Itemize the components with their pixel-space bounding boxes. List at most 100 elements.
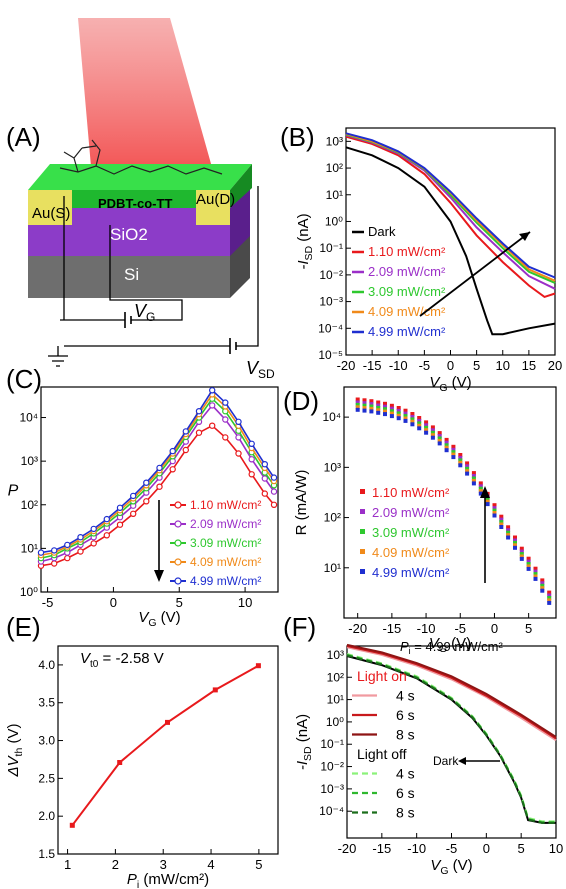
panel-b-label: (B) xyxy=(280,122,315,152)
panel-d-data-point xyxy=(437,438,442,443)
panel-d-data-point xyxy=(451,450,456,455)
panel-d-data-point xyxy=(403,416,408,421)
panel-d-data-point xyxy=(389,409,394,414)
panel-d-y-tick-label: 10² xyxy=(324,511,341,525)
panel-d-legend-label: 4.99 mW/cm² xyxy=(372,565,450,580)
gate-voltage-label: VG xyxy=(134,301,155,324)
panel-f-legend-label: Light off xyxy=(357,746,407,762)
panel-c-data-point xyxy=(222,416,229,423)
panel-d-data-point xyxy=(355,405,360,410)
panel-d-data-point xyxy=(437,436,442,441)
panel-c-data-point xyxy=(169,447,176,455)
panel-d-data-point xyxy=(513,535,517,540)
panel-d-data-point xyxy=(513,540,517,545)
panel-f-x-tick-label: 5 xyxy=(518,841,525,856)
panel-c-legend-marker xyxy=(174,558,182,566)
panel-d-data-point xyxy=(499,525,504,529)
panel-b-x-tick-label: -5 xyxy=(419,358,431,373)
panel-d-x-tick-label: -10 xyxy=(417,621,436,636)
panel-c-data-point xyxy=(116,521,124,528)
panel-d-data-point xyxy=(465,471,470,476)
panel-d-data-point xyxy=(417,426,422,431)
panel-d-data-point xyxy=(376,408,381,413)
panel-d-data-point xyxy=(547,590,552,595)
panel-c-data-point xyxy=(195,408,203,415)
drain-electrode-label: Au(D) xyxy=(196,191,235,208)
panel-b-series-line xyxy=(345,146,556,336)
panel-d-data-point xyxy=(355,407,360,412)
panel-e-data-point xyxy=(117,760,123,765)
panel-f-y-tick-label: 10⁻⁴ xyxy=(319,804,344,818)
panel-d-data-point xyxy=(355,397,360,402)
panel-e-axes-frame xyxy=(57,645,279,855)
panel-d-data-point xyxy=(506,525,511,530)
panel-d-data-point xyxy=(383,407,387,412)
panel-d-data-point xyxy=(471,476,476,481)
panel-d-data-point xyxy=(444,448,449,453)
panel-c-data-point xyxy=(64,554,71,562)
panel-d-data-point xyxy=(540,583,545,588)
panel-d-data-point xyxy=(471,481,476,486)
panel-d-data-point xyxy=(403,408,408,413)
panel-b-y-axis-label: -ISD (nA) xyxy=(295,213,315,269)
panel-f-y-tick-label: 10⁻³ xyxy=(320,782,344,796)
panel-d-x-tick-label: 0 xyxy=(491,621,498,636)
panel-d-data-point xyxy=(417,416,422,420)
panel-e-label: (E) xyxy=(6,612,41,642)
panel-f-x-tick-label: -10 xyxy=(407,841,426,856)
panel-d-data-point xyxy=(362,403,367,408)
panel-c-legend-label: 1.10 mW/cm² xyxy=(190,498,261,512)
panel-d-data-point xyxy=(410,419,415,424)
panel-b-x-axis-label: VG (V) xyxy=(429,374,471,394)
panel-c-data-point xyxy=(103,532,111,539)
panel-d-data-point xyxy=(526,559,531,564)
panel-d-data-point xyxy=(465,466,470,471)
panel-b-y-tick-label: 10¹ xyxy=(326,188,343,202)
panel-e-data-point xyxy=(212,687,218,693)
panel-c-data-point xyxy=(222,399,229,406)
panel-d-data-point xyxy=(369,406,374,411)
panel-d-data-point xyxy=(492,511,497,515)
panel-d-legend-swatch xyxy=(360,509,365,514)
panel-d-data-point xyxy=(547,598,552,603)
panel-d-data-point xyxy=(355,400,360,405)
panel-f-series-line xyxy=(346,653,556,823)
panel-d-data-point xyxy=(485,499,490,504)
panel-e-y-tick-label: 1.5 xyxy=(38,847,55,861)
panel-c-data-point xyxy=(51,547,58,554)
panel-c-legend-label: 4.09 mW/cm² xyxy=(190,555,261,569)
sio2-layer-side xyxy=(230,188,250,256)
panel-c-data-point xyxy=(103,515,111,523)
panel-f-y-tick-label: 10⁻¹ xyxy=(320,737,344,751)
panel-f-y-tick-label: 10⁻² xyxy=(320,760,344,774)
panel-d-y-axis-label: R (mA/W) xyxy=(293,470,310,536)
panel-b-x-tick-label: 15 xyxy=(522,358,536,373)
panel-c-data-point xyxy=(129,510,137,517)
panel-d-x-tick-label: -5 xyxy=(454,621,466,636)
panel-d-data-point xyxy=(451,455,456,460)
panel-b-axes-frame xyxy=(345,127,556,356)
panel-d-data-point xyxy=(403,418,408,423)
panel-b-legend-label: 4.99 mW/cm² xyxy=(368,324,446,339)
panel-d-data-point xyxy=(369,399,374,404)
panel-b-arrow-head xyxy=(519,232,530,241)
panel-d-data-point xyxy=(465,469,470,474)
panel-d-data-point xyxy=(376,403,381,408)
panel-d-data-point xyxy=(506,530,511,535)
panel-d-data-point xyxy=(499,522,504,527)
panel-d-data-point xyxy=(437,441,442,446)
panel-b-x-tick-label: 5 xyxy=(473,358,480,373)
panel-d-data-point xyxy=(526,562,531,566)
panel-d-data-point xyxy=(547,600,552,605)
panel-d-data-point xyxy=(519,549,524,554)
panel-c-axes-frame xyxy=(40,386,279,593)
panel-d-data-point xyxy=(376,410,381,415)
panel-c-data-point xyxy=(248,471,255,478)
panel-d-data-point xyxy=(526,566,531,571)
panel-d-data-point xyxy=(376,400,381,405)
panel-d-data-point xyxy=(458,455,463,460)
panel-d-data-point xyxy=(533,574,538,579)
panel-c-data-point xyxy=(90,525,97,533)
sio2-layer-label: SiO2 xyxy=(110,225,148,244)
panel-e-data-point xyxy=(69,822,75,828)
